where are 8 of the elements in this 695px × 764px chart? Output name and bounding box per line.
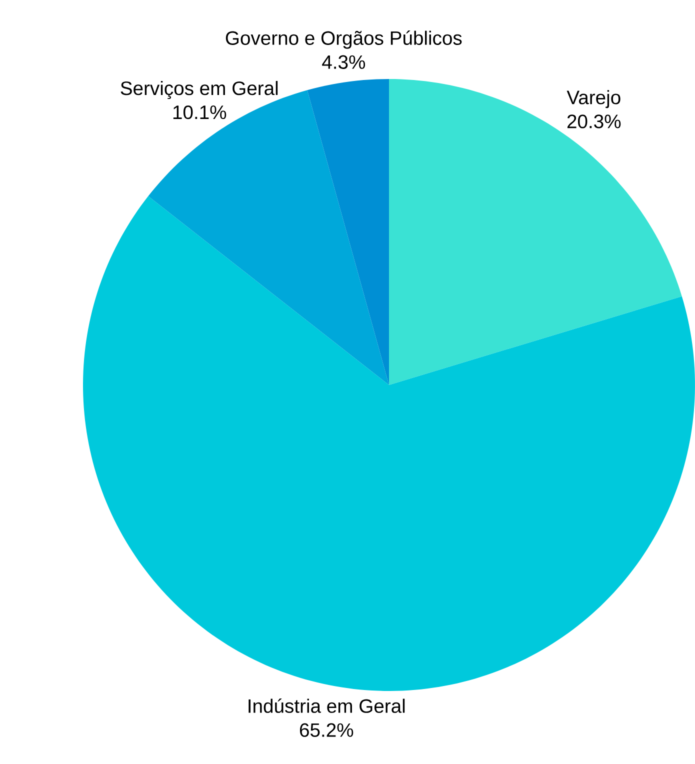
data-label: 4.3% bbox=[322, 55, 366, 69]
data-label: 20.3% bbox=[567, 114, 621, 128]
slice-label: Indústria em Geral bbox=[248, 698, 405, 713]
slice-label: Governo e Orgãos Públicos bbox=[226, 30, 462, 49]
data-label: 10.1% bbox=[173, 105, 226, 120]
slice-label: Varejo bbox=[566, 90, 620, 108]
data-label: 65.2% bbox=[300, 723, 354, 737]
slice-label: Serviços em Geral bbox=[120, 80, 278, 100]
